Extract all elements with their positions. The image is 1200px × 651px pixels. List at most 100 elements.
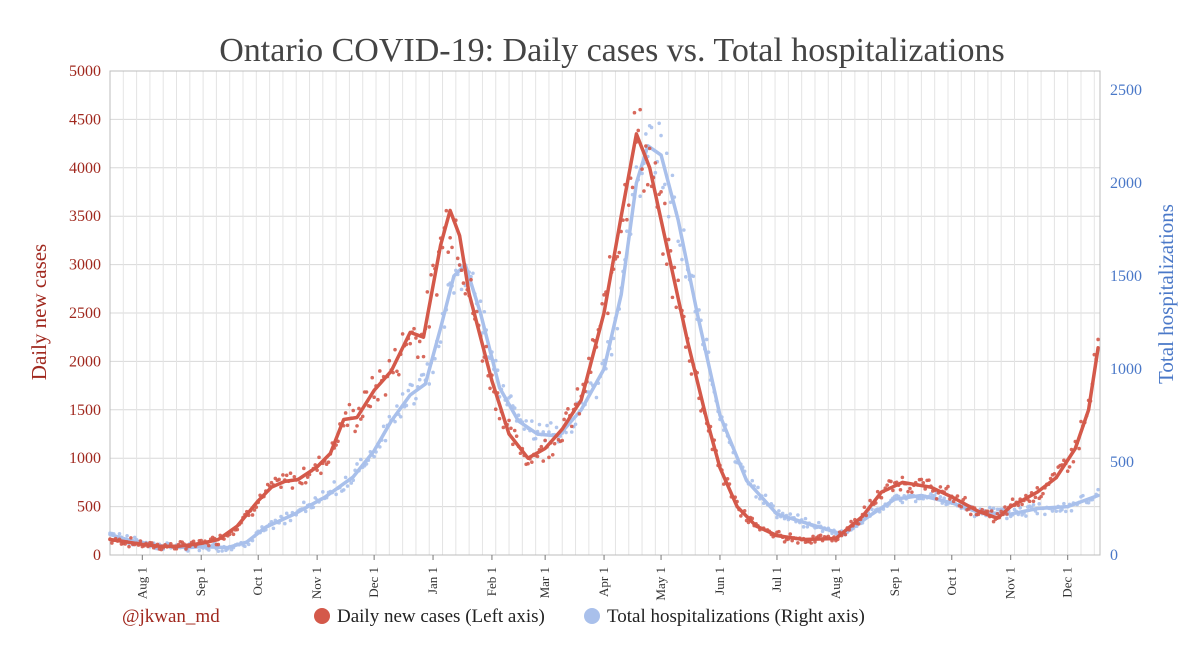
point-hospitalization xyxy=(398,414,403,419)
point-daily-case xyxy=(986,509,990,514)
point-daily-case xyxy=(642,189,646,193)
point-daily-case xyxy=(868,498,872,503)
point-daily-case xyxy=(397,372,401,377)
point-daily-case xyxy=(535,454,540,459)
point-daily-case xyxy=(657,192,661,197)
point-hospitalization xyxy=(763,493,768,498)
point-daily-case xyxy=(417,339,422,344)
point-daily-case xyxy=(1065,469,1070,473)
point-daily-case xyxy=(790,538,794,543)
point-daily-case xyxy=(343,411,348,415)
point-daily-case xyxy=(566,407,570,411)
x-tick-label: Dec 1 xyxy=(1060,567,1075,598)
point-daily-case xyxy=(110,541,114,545)
point-daily-case xyxy=(946,484,950,489)
point-hospitalization xyxy=(777,509,781,513)
point-daily-case xyxy=(317,455,321,460)
point-hospitalization xyxy=(1005,516,1009,521)
point-hospitalization xyxy=(900,500,905,505)
point-daily-case xyxy=(625,217,629,222)
point-hospitalization xyxy=(341,488,346,492)
point-hospitalization xyxy=(412,402,416,406)
point-hospitalization xyxy=(442,325,447,329)
point-daily-case xyxy=(849,519,853,524)
point-daily-case xyxy=(777,529,781,534)
line-total-hospitalizations xyxy=(108,144,1100,550)
point-hospitalization xyxy=(664,151,669,156)
point-daily-case xyxy=(666,237,671,242)
point-daily-case xyxy=(645,182,650,187)
point-daily-case xyxy=(457,263,462,267)
point-daily-case xyxy=(463,291,468,296)
point-hospitalization xyxy=(400,392,405,396)
point-daily-case xyxy=(889,479,893,484)
y-left-tick-label: 4000 xyxy=(69,160,101,177)
point-daily-case xyxy=(955,494,960,498)
point-hospitalization xyxy=(343,475,348,480)
point-hospitalization xyxy=(533,436,538,441)
point-hospitalization xyxy=(524,419,528,423)
point-daily-case xyxy=(796,541,800,545)
point-daily-case xyxy=(395,369,399,374)
point-hospitalization xyxy=(554,425,559,430)
point-daily-case xyxy=(129,536,133,540)
point-daily-case xyxy=(357,406,361,411)
point-daily-case xyxy=(514,434,519,438)
point-daily-case xyxy=(207,543,211,548)
point-daily-case xyxy=(507,418,511,423)
point-daily-case xyxy=(1003,505,1007,509)
line-daily-cases xyxy=(108,132,1100,549)
point-hospitalization xyxy=(1096,487,1100,492)
point-daily-case xyxy=(587,356,591,361)
point-hospitalization xyxy=(750,478,755,483)
point-hospitalization xyxy=(564,430,568,435)
point-hospitalization xyxy=(459,287,464,292)
point-hospitalization xyxy=(509,394,513,398)
y-axis-left-label: Daily new cases xyxy=(27,244,51,380)
point-daily-case xyxy=(480,359,485,363)
grid xyxy=(109,70,1101,556)
point-daily-case xyxy=(600,301,604,306)
point-hospitalization xyxy=(478,299,483,304)
point-daily-case xyxy=(383,393,388,397)
point-hospitalization xyxy=(271,526,276,531)
point-hospitalization xyxy=(657,121,661,126)
point-daily-case xyxy=(1062,458,1066,463)
point-daily-case xyxy=(539,444,544,449)
point-daily-case xyxy=(636,128,641,133)
point-hospitalization xyxy=(663,182,667,187)
point-daily-case xyxy=(659,190,663,194)
point-hospitalization xyxy=(670,173,675,178)
point-daily-case xyxy=(284,473,289,478)
point-hospitalization xyxy=(410,383,414,388)
point-hospitalization xyxy=(395,404,399,408)
point-daily-case xyxy=(963,495,967,500)
x-tick-label: Nov 1 xyxy=(1003,567,1018,599)
point-daily-case xyxy=(509,426,513,431)
point-daily-case xyxy=(626,203,631,207)
point-daily-case xyxy=(421,354,426,359)
point-daily-case xyxy=(811,534,815,539)
point-hospitalization xyxy=(820,529,825,534)
y-left-tick-label: 5000 xyxy=(69,63,101,80)
point-daily-case xyxy=(448,235,452,240)
y-right-tick-label: 2000 xyxy=(1110,175,1142,192)
point-daily-case xyxy=(497,416,502,421)
point-daily-case xyxy=(1077,446,1081,451)
x-tick-label: Mar 1 xyxy=(537,567,552,598)
point-daily-case xyxy=(900,475,905,480)
x-tick-label: Sep 1 xyxy=(887,567,902,596)
point-daily-case xyxy=(408,341,413,346)
point-hospitalization xyxy=(1031,502,1036,507)
point-hospitalization xyxy=(547,430,551,434)
point-daily-case xyxy=(547,455,551,460)
point-daily-case xyxy=(427,325,432,329)
point-hospitalization xyxy=(754,495,758,499)
point-hospitalization xyxy=(387,414,392,419)
point-daily-case xyxy=(689,372,694,376)
point-daily-case xyxy=(444,208,449,213)
point-daily-case xyxy=(569,424,574,429)
point-daily-case xyxy=(602,293,606,297)
point-hospitalization xyxy=(197,548,202,553)
point-hospitalization xyxy=(406,388,411,393)
